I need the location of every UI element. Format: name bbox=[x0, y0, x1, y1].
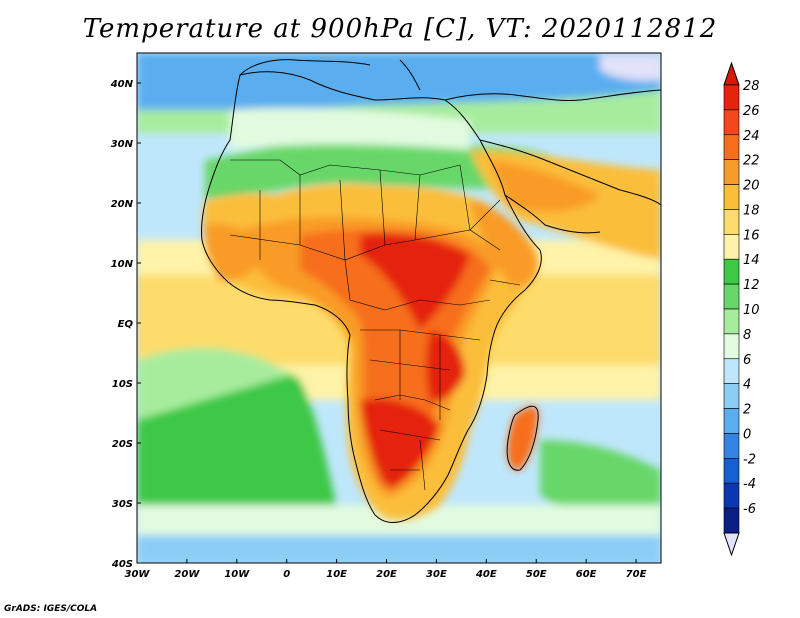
y-tick-label: 10S bbox=[112, 379, 133, 390]
colorbar-label: 2 bbox=[743, 403, 751, 418]
north-africa-pale-zone bbox=[230, 108, 470, 150]
colorbar-swatch bbox=[723, 84, 740, 111]
arabian-south-coastline bbox=[504, 194, 601, 234]
colorbar-swatch bbox=[723, 159, 740, 185]
colorbar-swatch bbox=[723, 433, 740, 459]
colorbar-under-arrow bbox=[723, 532, 740, 557]
x-tick-label: 40E bbox=[475, 569, 497, 580]
y-tick-label: 10N bbox=[111, 259, 134, 270]
colorbar-swatch bbox=[723, 333, 740, 360]
arabia-coastline bbox=[479, 139, 661, 206]
colorbar-label: 12 bbox=[743, 278, 760, 293]
colorbar-label: 26 bbox=[743, 104, 760, 119]
colorbar-swatch bbox=[723, 458, 740, 484]
y-tick-label: EQ bbox=[118, 319, 134, 330]
x-tick-label: 10E bbox=[326, 569, 347, 580]
madagascar-hot-zone bbox=[507, 406, 539, 471]
y-tick-label: 20S bbox=[112, 439, 133, 450]
x-tick-label: 60E bbox=[576, 569, 597, 580]
colorbar-swatch bbox=[723, 184, 740, 210]
colorbar-swatch bbox=[723, 408, 740, 434]
colorbar-label: 6 bbox=[743, 353, 751, 368]
southern-colder-band bbox=[137, 535, 661, 563]
colorbar-label: 18 bbox=[743, 203, 760, 218]
temperature-field bbox=[137, 53, 661, 563]
colorbar-label: 28 bbox=[743, 79, 760, 94]
y-tick-label: 40S bbox=[111, 559, 133, 570]
colorbar-label: 4 bbox=[743, 378, 751, 393]
coastlines bbox=[201, 59, 661, 523]
y-tick-label: 30S bbox=[112, 499, 133, 510]
x-tick-label: 70E bbox=[626, 569, 647, 580]
colorbar-swatch bbox=[723, 258, 740, 285]
grads-credit: GrADS: IGES/COLA bbox=[4, 604, 98, 614]
x-tick-label: 30E bbox=[426, 569, 447, 580]
y-tick-label: 30N bbox=[111, 139, 134, 150]
colorbar-label: 10 bbox=[743, 303, 760, 318]
y-tick-label: 40N bbox=[110, 79, 134, 90]
colorbar-swatch bbox=[723, 383, 740, 409]
east-africa-hottest-zone bbox=[426, 330, 465, 402]
colorbar-label: -6 bbox=[743, 502, 756, 517]
central-africa-hottest-zone bbox=[360, 233, 470, 330]
colorbar-label: 24 bbox=[743, 129, 760, 144]
y-axis: 40N 30N 20N 10N EQ 10S 20S 30S 40S bbox=[110, 79, 141, 570]
x-tick-label: 10W bbox=[224, 569, 250, 580]
x-tick-label: 50E bbox=[526, 569, 547, 580]
colorbar-swatch bbox=[723, 209, 740, 235]
colorbar-swatch bbox=[723, 308, 740, 335]
colorbar-label: -4 bbox=[743, 477, 756, 492]
country-borders bbox=[229, 159, 521, 491]
x-tick-label: 20W bbox=[174, 569, 200, 580]
x-axis: 30W 20W 10W 0 10E 20E 30E 40E 50E 60E 70E bbox=[125, 559, 647, 580]
southern-africa-hottest-zone bbox=[360, 398, 440, 490]
x-tick-label: 30W bbox=[125, 569, 151, 580]
mediterranean-east-coastline bbox=[444, 89, 661, 102]
plot-frame bbox=[136, 52, 662, 564]
colorbar-swatch bbox=[723, 283, 740, 310]
arabia-hot-zone bbox=[490, 160, 600, 212]
colorbar-label: 22 bbox=[743, 154, 760, 169]
italy-coastline bbox=[399, 59, 421, 91]
colorbar-label: 20 bbox=[743, 179, 760, 194]
x-tick-label: 20E bbox=[376, 569, 397, 580]
horn-of-africa-zone bbox=[470, 200, 539, 286]
africa-coastline bbox=[201, 71, 542, 523]
colorbar-label: 0 bbox=[743, 427, 751, 442]
indian-ocean-cool-zone bbox=[540, 440, 661, 520]
colorbar-label: 8 bbox=[743, 328, 751, 343]
madagascar-coastline bbox=[506, 405, 539, 471]
colorbar-label: -2 bbox=[743, 452, 756, 467]
x-tick-label: 0 bbox=[283, 569, 290, 580]
south-atlantic-mild-zone bbox=[137, 348, 290, 420]
south-atlantic-cool-zone bbox=[137, 362, 340, 540]
colorbar-swatch bbox=[723, 507, 740, 534]
y-tick-label: 20N bbox=[111, 199, 134, 210]
northern-colder-band bbox=[137, 53, 661, 110]
colorbar-label: 14 bbox=[743, 253, 760, 268]
map-title: Temperature at 900hPa [C], VT: 202011281… bbox=[82, 14, 718, 44]
colorbar-label: 16 bbox=[743, 228, 760, 243]
colorbar-swatch bbox=[723, 482, 740, 509]
colorbar-swatch bbox=[723, 358, 740, 384]
colorbar-swatch bbox=[723, 234, 740, 260]
northeast-cold-peak bbox=[600, 55, 661, 81]
iberia-coastline bbox=[239, 59, 371, 76]
colorbar-swatch bbox=[723, 109, 740, 136]
colorbar-over-arrow bbox=[723, 61, 740, 86]
colorbar-swatch bbox=[723, 134, 740, 160]
